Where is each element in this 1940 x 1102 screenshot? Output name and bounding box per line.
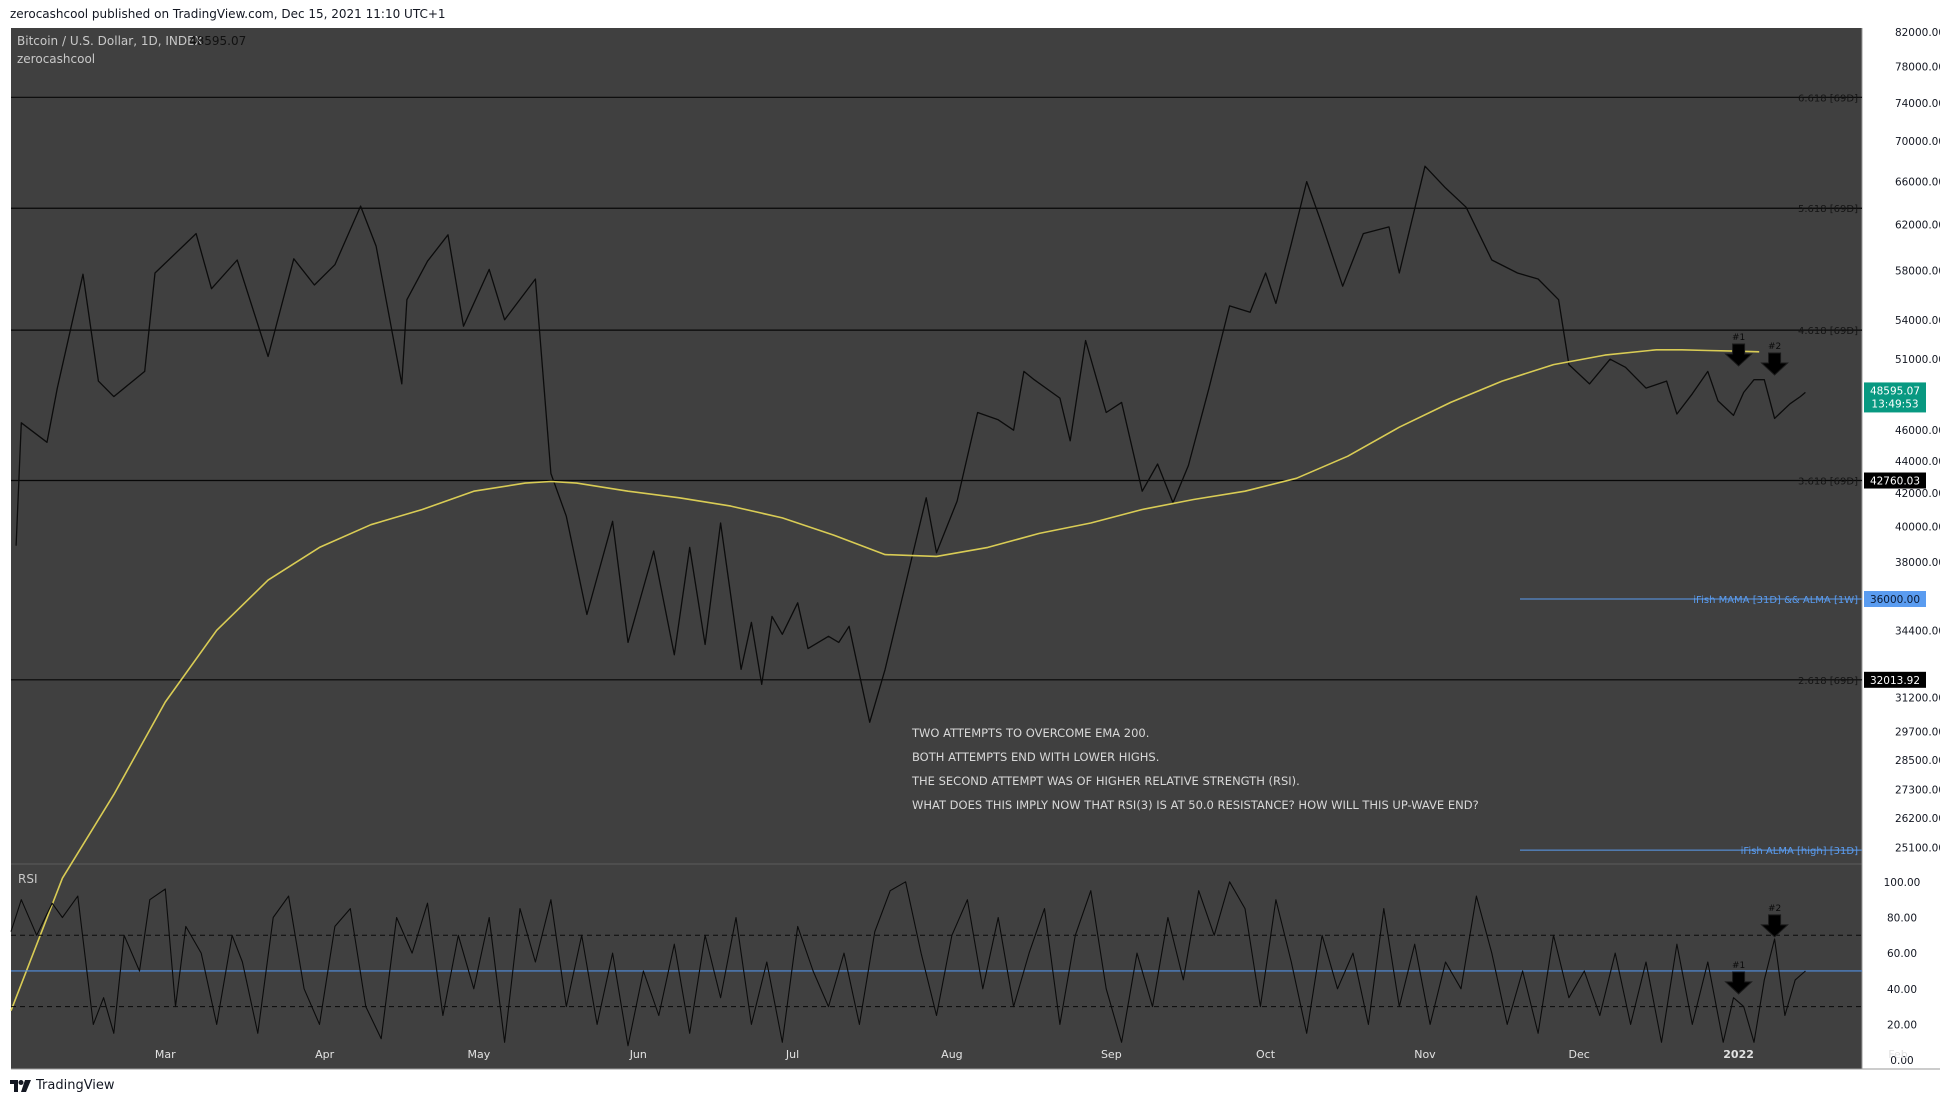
price-tag-label: 36000.00 xyxy=(1870,594,1920,606)
rsi-tick-label: 80.00 xyxy=(1887,912,1917,924)
marker-label: #2 xyxy=(1768,342,1781,352)
price-tick-label: 25100.00 xyxy=(1895,842,1940,854)
price-tick-label: 46000.00 xyxy=(1895,425,1940,437)
price-tick-label: 38000.00 xyxy=(1895,557,1940,569)
indicator-line-label: iFish MAMA [31D] && ALMA [1W] xyxy=(1693,595,1858,606)
down-arrow-marker[interactable]: #2 xyxy=(1760,342,1789,376)
rsi-series xyxy=(10,881,1862,1047)
time-tick-label: Jun xyxy=(629,1048,647,1061)
last-price-tag-background xyxy=(1864,382,1926,413)
rsi-axis-ticks: 100.00 80.00 60.00 40.00 20.00 0.00 xyxy=(1884,877,1921,1067)
fib-level-label: 3.618 [69D] xyxy=(1798,477,1858,488)
time-tick-label: Mar xyxy=(155,1048,176,1061)
last-price-value: 48595.07 xyxy=(1870,385,1920,397)
time-axis-ticks: Mar Apr May Jun Jul Aug Sep Oct Nov Dec 2022 Feb xyxy=(155,1048,1908,1061)
indicator-line-label: iFish ALMA [high] [31D] xyxy=(1741,846,1858,857)
price-axis-tag: 36000.00 xyxy=(1864,591,1926,608)
rsi-tick-label: 60.00 xyxy=(1887,948,1917,960)
fib-level-label: 6.618 [69D] xyxy=(1798,93,1858,104)
price-tick-label: 29700.00 xyxy=(1895,726,1940,738)
price-tick-label: 82000.00 xyxy=(1895,27,1940,39)
fib-level-label: 2.618 [69D] xyxy=(1798,676,1858,687)
ema-line[interactable] xyxy=(10,348,1760,1011)
symbol-last-value: 48595.07 xyxy=(189,34,246,48)
price-line[interactable] xyxy=(15,165,1806,723)
price-tick-label: 28500.00 xyxy=(1895,755,1940,767)
chart-canvas[interactable]: 6.618 [69D] 5.618 [69D] 4.618 [69D] 3.618 [… xyxy=(0,0,1940,1070)
price-tick-label: 51000.00 xyxy=(1895,354,1940,366)
price-tick-label: 74000.00 xyxy=(1895,98,1940,110)
time-tick-label: Dec xyxy=(1569,1048,1590,1061)
price-tick-label: 26200.00 xyxy=(1895,813,1940,825)
rsi-pane[interactable] xyxy=(11,864,1862,1069)
price-tag-label: 42760.03 xyxy=(1870,476,1920,488)
price-tick-label: 58000.00 xyxy=(1895,266,1940,278)
author-label: zerocashcool xyxy=(17,52,95,66)
price-axis-ticks: 82000.00 78000.00 74000.00 70000.00 66000.00… xyxy=(1895,27,1940,854)
marker-label: #1 xyxy=(1732,961,1745,971)
annotation-line-2: BOTH ATTEMPTS END WITH LOWER HIGHS. xyxy=(912,750,1159,764)
symbol-title: Bitcoin / U.S. Dollar, 1D, INDEX xyxy=(17,34,203,48)
time-tick-label: 2022 xyxy=(1723,1048,1754,1061)
arrow-markers: #1 #2 #1 #2 xyxy=(1724,333,1789,995)
brand-footer[interactable]: TradingView xyxy=(10,1078,115,1093)
fib-level-label: 5.618 [69D] xyxy=(1798,204,1858,215)
price-tick-label: 70000.00 xyxy=(1895,136,1940,148)
price-tick-label: 27300.00 xyxy=(1895,784,1940,796)
brand-name: TradingView xyxy=(36,1078,115,1093)
price-tick-label: 54000.00 xyxy=(1895,315,1940,327)
indicator-lines: iFish MAMA [31D] && ALMA [1W] iFish ALMA … xyxy=(1520,595,1862,857)
annotation-line-3: THE SECOND ATTEMPT WAS OF HIGHER RELATIV… xyxy=(911,774,1300,788)
price-tag-background xyxy=(1864,671,1926,688)
time-tick-label: Sep xyxy=(1101,1048,1122,1061)
main-pane[interactable] xyxy=(11,28,1862,864)
time-tick-label: Aug xyxy=(941,1048,962,1061)
annotation-line-4: WHAT DOES THIS IMPLY NOW THAT RSI(3) IS … xyxy=(912,798,1479,812)
price-tick-label: 34400.00 xyxy=(1895,625,1940,637)
price-axis-tag: 42760.03 xyxy=(1864,472,1926,489)
price-tick-label: 40000.00 xyxy=(1895,521,1940,533)
down-arrow-marker[interactable]: #2 xyxy=(1760,904,1789,938)
rsi-tick-label: 100.00 xyxy=(1884,877,1921,889)
down-arrow-icon xyxy=(1760,914,1789,938)
marker-label: #1 xyxy=(1732,333,1745,343)
price-tick-label: 42000.00 xyxy=(1895,488,1940,500)
price-tick-label: 31200.00 xyxy=(1895,693,1940,705)
text-annotation[interactable]: TWO ATTEMPTS TO OVERCOME EMA 200. BOTH A… xyxy=(911,726,1479,812)
down-arrow-marker[interactable]: #1 xyxy=(1724,333,1753,367)
price-series xyxy=(10,165,1806,1011)
price-axis-tag: 32013.92 xyxy=(1864,671,1926,688)
rsi-tick-label: 40.00 xyxy=(1887,984,1917,996)
price-tag-label: 32013.92 xyxy=(1870,675,1920,687)
down-arrow-icon xyxy=(1760,352,1789,376)
time-tick-label: Oct xyxy=(1256,1048,1276,1061)
fib-level-label: 4.618 [69D] xyxy=(1798,326,1858,337)
price-tick-label: 62000.00 xyxy=(1895,220,1940,232)
rsi-tick-label: 0.00 xyxy=(1890,1055,1913,1067)
price-tag-background xyxy=(1864,472,1926,489)
annotation-line-1: TWO ATTEMPTS TO OVERCOME EMA 200. xyxy=(911,726,1149,740)
marker-label: #2 xyxy=(1768,904,1781,914)
time-tick-label: Nov xyxy=(1414,1048,1436,1061)
time-tick-label: Jul xyxy=(785,1048,799,1061)
time-tick-label: Apr xyxy=(315,1048,335,1061)
price-tick-label: 44000.00 xyxy=(1895,456,1940,468)
tradingview-logo-icon xyxy=(10,1079,31,1092)
price-tick-label: 66000.00 xyxy=(1895,177,1940,189)
rsi-title: RSI xyxy=(18,872,38,886)
time-tick-label: May xyxy=(468,1048,491,1061)
fib-levels: 6.618 [69D] 5.618 [69D] 4.618 [69D] 3.618 [… xyxy=(11,93,1862,687)
last-price-countdown: 13:49:53 xyxy=(1871,398,1918,410)
time-tick-label: Feb xyxy=(1888,1048,1907,1061)
rsi-line[interactable] xyxy=(10,881,1806,1047)
price-tag-background xyxy=(1864,591,1926,608)
down-arrow-icon xyxy=(1724,343,1753,367)
publish-header: zerocashcool published on TradingView.co… xyxy=(10,7,446,21)
down-arrow-marker[interactable]: #1 xyxy=(1724,961,1753,995)
down-arrow-icon xyxy=(1724,971,1753,995)
rsi-tick-label: 20.00 xyxy=(1887,1019,1917,1031)
price-tick-label: 78000.00 xyxy=(1895,62,1940,74)
